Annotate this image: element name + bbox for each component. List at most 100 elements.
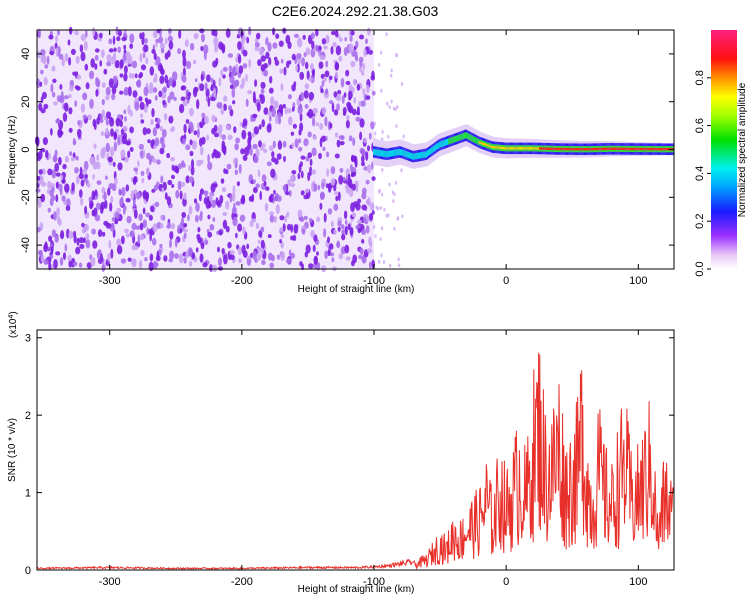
noise-dot: [351, 183, 357, 191]
noise-dot: [290, 175, 295, 183]
noise-dot: [366, 164, 372, 174]
noise-dot: [272, 27, 276, 36]
noise-dot: [190, 166, 195, 176]
noise-dot: [49, 198, 54, 206]
noise-dot: [269, 114, 272, 122]
noise-dot: [167, 179, 173, 186]
noise-dot: [210, 96, 216, 102]
track-core: [513, 147, 516, 150]
noise-dot: [221, 187, 227, 193]
x-tick-label: -300: [99, 576, 121, 588]
noise-dot: [85, 30, 88, 38]
snr-y-axis-label: SNR (10 * v/v): [7, 418, 18, 482]
y-tick-label: 3: [25, 333, 31, 345]
noise-dot: [367, 248, 373, 254]
noise-dot: [355, 40, 359, 49]
noise-dot: [51, 65, 56, 72]
noise-dot: [213, 36, 219, 47]
noise-dot: [149, 66, 155, 76]
noise-dot: [330, 220, 334, 228]
colorbar-tick-label: 0.8: [694, 70, 706, 85]
noise-dot: [71, 182, 75, 192]
noise-dot: [265, 51, 270, 59]
noise-dot: [371, 70, 375, 79]
noise-dot: [40, 193, 46, 203]
noise-dot: [261, 259, 266, 265]
noise-dot: [257, 59, 262, 67]
noise-dot: [90, 58, 95, 68]
track-core: [532, 147, 535, 150]
noise-dot: [333, 109, 339, 116]
noise-dot: [106, 54, 112, 63]
noise-dot: [130, 190, 135, 201]
noise-dot: [140, 64, 147, 71]
noise-dot: [354, 159, 358, 168]
noise-dot: [188, 260, 193, 267]
noise-dot: [114, 60, 120, 69]
noise-dot: [68, 57, 72, 66]
noise-dot: [344, 219, 348, 225]
noise-dot: [174, 253, 179, 259]
noise-dot: [305, 61, 309, 70]
noise-dot: [309, 218, 313, 223]
noise-dot: [269, 75, 273, 84]
noise-dot: [53, 211, 57, 221]
noise-dot: [261, 174, 267, 183]
noise-dot: [291, 84, 296, 92]
track-core: [634, 147, 637, 151]
noise-dot: [338, 175, 344, 185]
noise-dot: [75, 246, 81, 255]
noise-dot: [188, 205, 193, 215]
noise-dot: [122, 207, 126, 215]
noise-dot: [152, 127, 158, 137]
noise-dot: [62, 163, 67, 170]
noise-dot: [303, 215, 308, 220]
noise-dot: [199, 253, 204, 263]
noise-dot: [326, 168, 329, 177]
noise-dot: [276, 254, 280, 260]
noise-dot: [291, 53, 296, 61]
noise-dot: [263, 180, 267, 187]
noise-dot: [101, 99, 105, 106]
noise-dot: [53, 259, 58, 269]
noise-dot: [41, 181, 47, 187]
noise-dot: [139, 150, 144, 157]
noise-dot: [92, 26, 96, 37]
noise-dot: [268, 57, 272, 66]
noise-dot: [150, 205, 155, 213]
noise-dot: [93, 122, 97, 130]
noise-dot: [45, 149, 49, 159]
noise-dot: [303, 90, 309, 99]
noise-dot: [305, 47, 311, 56]
noise-dot: [300, 170, 304, 179]
noise-dot: [161, 142, 166, 149]
noise-dot: [137, 79, 142, 88]
noise-dot: [153, 262, 159, 267]
noise-dot: [348, 43, 354, 54]
noise-dot: [331, 30, 336, 36]
noise-dot: [215, 197, 219, 206]
noise-dot: [338, 191, 341, 201]
noise-dot: [368, 236, 372, 246]
noise-dot: [75, 175, 80, 185]
noise-dot: [182, 57, 187, 67]
noise-dot: [167, 35, 173, 43]
noise-dot: [140, 249, 145, 257]
noise-dot: [218, 229, 223, 236]
noise-dot: [99, 60, 103, 67]
noise-dot: [361, 229, 367, 235]
noise-dot: [351, 212, 356, 218]
noise-dot: [380, 88, 383, 93]
noise-dot: [246, 36, 250, 44]
noise-dot: [39, 81, 43, 87]
track-core: [597, 147, 600, 151]
noise-dot: [107, 187, 111, 196]
noise-dot: [192, 87, 198, 98]
noise-dot: [135, 191, 141, 200]
noise-dot: [229, 254, 235, 260]
noise-dot: [195, 202, 200, 212]
noise-dot: [108, 239, 112, 249]
noise-dot: [114, 176, 118, 186]
